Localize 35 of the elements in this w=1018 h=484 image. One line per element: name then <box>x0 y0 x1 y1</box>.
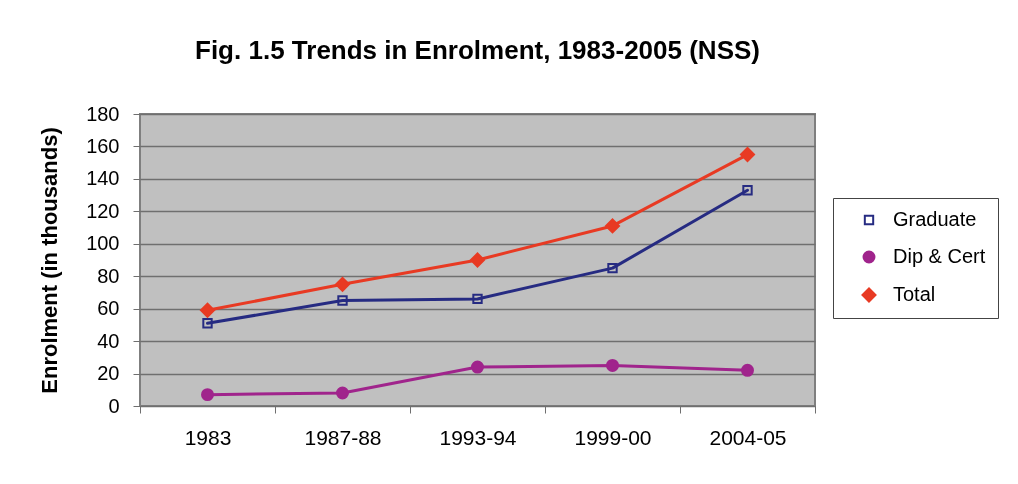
point <box>336 386 349 400</box>
point <box>337 295 348 306</box>
legend-label: Dip & Cert <box>893 245 986 267</box>
chart-title: Fig. 1.5 Trends in Enrolment, 1983-2005 (NSS) <box>195 35 760 65</box>
point <box>604 218 621 234</box>
x-tick-label: 1983 <box>184 425 232 449</box>
y-tick-label: 80 <box>97 264 120 287</box>
y-tick-label: 0 <box>108 394 120 417</box>
y-axis-title: Enrolment (in thousands) <box>37 127 63 394</box>
point <box>606 358 619 372</box>
x-tick-label: 1993-94 <box>439 425 517 449</box>
y-tick-label: 120 <box>86 199 120 222</box>
point <box>334 276 351 292</box>
point <box>471 360 484 374</box>
y-tick-label: 180 <box>86 102 120 125</box>
x-tick-label: 1999-00 <box>574 425 652 449</box>
y-tick-label: 60 <box>97 297 120 320</box>
y-tick-label: 20 <box>97 362 120 385</box>
point <box>201 388 214 402</box>
y-tick-label: 100 <box>86 232 120 255</box>
point <box>741 363 754 377</box>
y-tick-label: 160 <box>86 134 120 157</box>
point <box>202 318 213 329</box>
point <box>199 302 216 318</box>
y-tick-label: 140 <box>86 167 120 190</box>
point <box>469 252 486 268</box>
point <box>739 147 756 163</box>
x-tick-label: 1987-88 <box>304 425 382 449</box>
x-tick-label: 2004-05 <box>709 425 787 449</box>
point <box>472 293 483 305</box>
legend-label: Graduate <box>893 208 977 230</box>
y-tick-label: 40 <box>97 329 120 352</box>
point <box>742 185 753 196</box>
legend-label: Total <box>893 283 936 305</box>
point <box>607 262 618 274</box>
